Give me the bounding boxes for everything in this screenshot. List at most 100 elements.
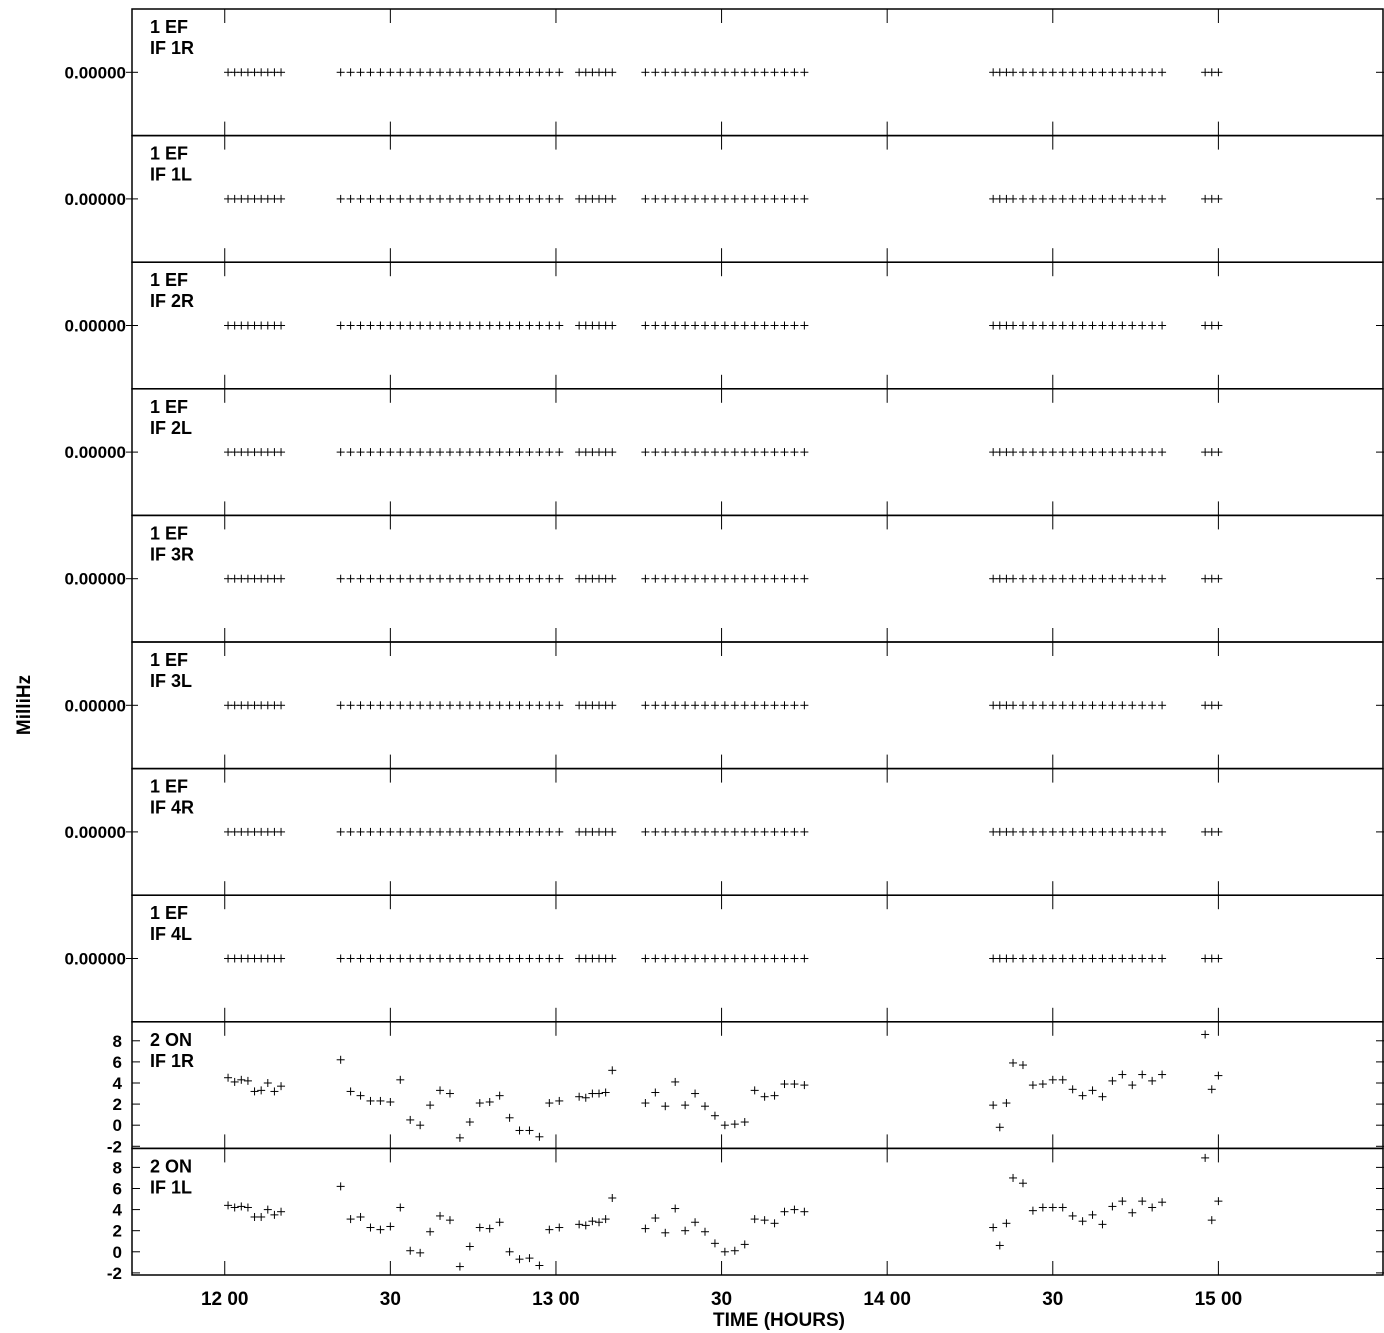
panel-label-line1: 1 EF — [150, 144, 188, 164]
data-point — [720, 321, 729, 330]
data-point — [720, 1121, 729, 1130]
data-point — [535, 321, 544, 330]
data-point — [1028, 701, 1037, 710]
data-point — [681, 1101, 690, 1110]
data-point — [386, 68, 395, 77]
data-point — [1148, 1076, 1157, 1085]
data-point — [515, 701, 524, 710]
panel-frame — [131, 1147, 1384, 1276]
data-point — [740, 827, 749, 836]
data-point — [1158, 68, 1167, 77]
data-point — [730, 1120, 739, 1129]
data-point — [780, 827, 789, 836]
data-point — [495, 1218, 504, 1227]
data-point — [710, 448, 719, 457]
data-point — [780, 1207, 789, 1216]
data-point — [455, 194, 464, 203]
data-point — [243, 1203, 252, 1212]
data-point — [701, 194, 710, 203]
data-point — [641, 194, 650, 203]
data-point — [366, 827, 375, 836]
data-point — [1038, 1080, 1047, 1089]
data-point — [555, 827, 564, 836]
data-point — [1148, 701, 1157, 710]
data-point — [336, 1055, 345, 1064]
data-point — [671, 321, 680, 330]
data-point — [710, 701, 719, 710]
data-point — [376, 1225, 385, 1234]
data-point — [555, 954, 564, 963]
data-point — [555, 574, 564, 583]
data-point — [356, 827, 365, 836]
data-point — [263, 1205, 272, 1214]
data-point — [681, 448, 690, 457]
x-tick-label: 30 — [711, 1289, 732, 1310]
data-point — [356, 954, 365, 963]
data-point — [800, 1207, 809, 1216]
data-point — [720, 827, 729, 836]
data-point — [356, 701, 365, 710]
data-point — [1138, 68, 1147, 77]
data-point — [1118, 827, 1127, 836]
data-point — [416, 194, 425, 203]
data-point — [661, 1228, 670, 1237]
data-point — [515, 1126, 524, 1135]
panel-label-line1: 2 ON — [150, 1156, 192, 1176]
data-point — [681, 1226, 690, 1235]
data-point — [485, 701, 494, 710]
data-point — [426, 68, 435, 77]
data-point — [661, 827, 670, 836]
data-point — [1148, 321, 1157, 330]
data-point — [396, 701, 405, 710]
data-point — [495, 68, 504, 77]
data-point — [651, 954, 660, 963]
data-point — [1078, 954, 1087, 963]
data-point — [770, 448, 779, 457]
data-point — [465, 448, 474, 457]
data-point — [750, 954, 759, 963]
data-point — [426, 194, 435, 203]
data-point — [386, 574, 395, 583]
data-point — [661, 68, 670, 77]
data-point — [1214, 574, 1223, 583]
data-point — [1138, 1197, 1147, 1206]
data-point — [691, 321, 700, 330]
data-point — [376, 827, 385, 836]
data-point — [545, 194, 554, 203]
data-point — [1088, 1210, 1097, 1219]
data-point — [535, 701, 544, 710]
data-point — [710, 194, 719, 203]
data-point — [691, 68, 700, 77]
data-point — [1038, 574, 1047, 583]
data-point — [1128, 194, 1137, 203]
data-point — [740, 1118, 749, 1127]
data-point — [445, 827, 454, 836]
data-point — [1068, 1211, 1077, 1220]
data-point — [720, 1247, 729, 1256]
data-point — [416, 68, 425, 77]
data-point — [376, 321, 385, 330]
data-point — [1118, 701, 1127, 710]
data-point — [800, 1081, 809, 1090]
y-tick-label: 0.00000 — [65, 823, 126, 842]
y-tick-label: -2 — [107, 1264, 122, 1283]
data-point — [770, 574, 779, 583]
data-point — [661, 954, 670, 963]
data-point — [515, 954, 524, 963]
data-point — [455, 321, 464, 330]
data-point — [608, 321, 617, 330]
data-point — [277, 827, 286, 836]
data-point — [730, 194, 739, 203]
panel-label-line1: 1 EF — [150, 17, 188, 37]
y-tick-label: 4 — [113, 1074, 123, 1093]
data-point — [989, 1101, 998, 1110]
data-point — [416, 1248, 425, 1257]
data-point — [366, 448, 375, 457]
data-point — [535, 574, 544, 583]
data-point — [770, 827, 779, 836]
data-point — [1098, 954, 1107, 963]
data-point — [545, 1225, 554, 1234]
data-point — [701, 68, 710, 77]
data-point — [1038, 954, 1047, 963]
